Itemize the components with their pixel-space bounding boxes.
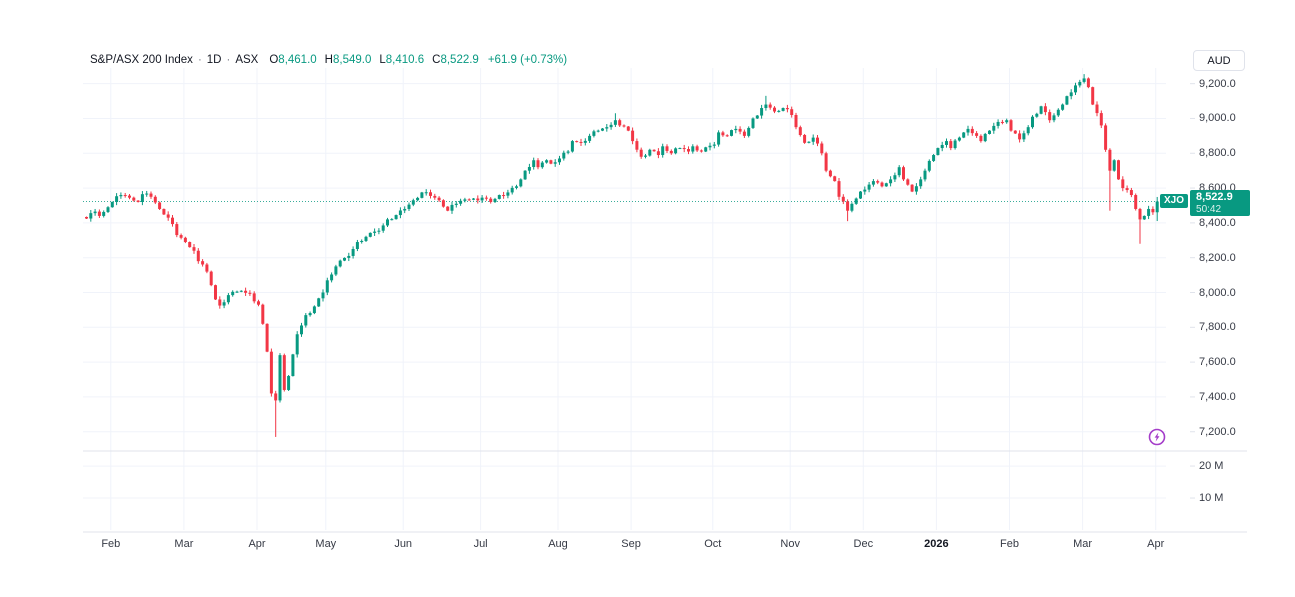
price-axis-label: 10 M (1199, 492, 1224, 505)
low-value: 8,410.6 (385, 54, 425, 66)
price-axis-label: 8,800.0 (1199, 147, 1236, 160)
time-axis-label: Feb (101, 538, 121, 550)
interval-label[interactable]: 1D (206, 54, 222, 66)
currency-button[interactable]: AUD (1193, 50, 1245, 71)
lightning-icon[interactable] (1147, 427, 1167, 447)
time-axis-label: Nov (780, 538, 800, 550)
ohlc-values: O 8,461.0 H 8,549.0 L 8,410.6 C 8,522.9 (269, 53, 478, 67)
price-axis-label: 7,400.0 (1199, 390, 1236, 403)
bar-countdown: 50:42 (1196, 204, 1222, 216)
time-axis-label: Mar (174, 538, 194, 550)
legend-separator: · (226, 54, 231, 66)
high-key: H (324, 54, 333, 66)
price-axis-label: 8,400.0 (1199, 216, 1236, 229)
time-axis-label: Feb (1000, 538, 1019, 550)
currency-label: AUD (1207, 54, 1231, 67)
price-box: 8,522.9 50:42 (1190, 190, 1251, 217)
time-axis-label: Sep (621, 538, 641, 550)
price-axis-label: 8,000.0 (1199, 286, 1236, 299)
price-axis-label: 9,200.0 (1199, 77, 1236, 90)
time-axis-label: Apr (248, 538, 266, 550)
current-price-badge: XJO 8,522.9 50:42 (1160, 190, 1251, 217)
close-value: 8,522.9 (440, 54, 479, 66)
price-axis-label: 8,200.0 (1199, 251, 1236, 264)
price-axis-label: 7,800.0 (1199, 321, 1236, 334)
time-axis-label: 2026 (924, 538, 949, 550)
open-value: 8,461.0 (278, 54, 317, 66)
price-axis-label: 7,200.0 (1199, 425, 1236, 438)
change-value: +61.9 (+0.73%) (487, 54, 568, 66)
close-key: C (432, 54, 441, 66)
high-value: 8,549.0 (332, 54, 372, 66)
time-axis-label: Apr (1147, 538, 1165, 550)
price-axis-label: 9,000.0 (1199, 112, 1236, 125)
symbol-title[interactable]: S&P/ASX 200 Index (90, 54, 193, 66)
time-axis-label: Aug (548, 538, 568, 550)
price-axis-label: 20 M (1199, 460, 1224, 473)
low-key: L (379, 54, 386, 66)
time-axis-label: Mar (1073, 538, 1093, 550)
current-price-value: 8,522.9 (1196, 191, 1233, 204)
time-axis-label: Jul (473, 538, 488, 550)
time-axis-label: Jun (394, 538, 413, 550)
open-key: O (269, 54, 279, 66)
symbol-tag: XJO (1160, 194, 1189, 209)
time-axis-label: Oct (704, 538, 722, 550)
price-axis-label: 7,600.0 (1199, 356, 1236, 369)
legend-separator: · (197, 54, 202, 66)
exchange-label: ASX (235, 54, 259, 66)
time-axis-label: Dec (853, 538, 874, 550)
time-axis-label: May (315, 538, 337, 550)
